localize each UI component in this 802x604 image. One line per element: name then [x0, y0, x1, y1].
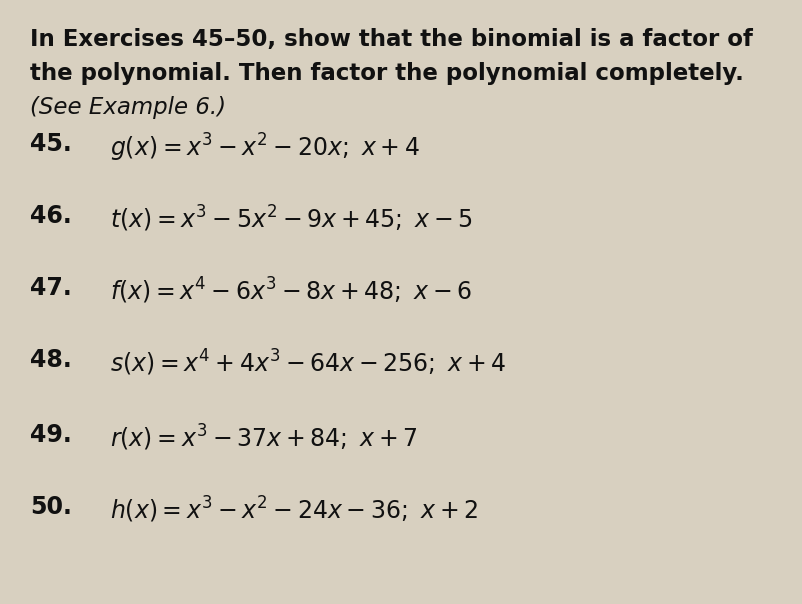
Text: 46.: 46. — [30, 204, 71, 228]
Text: the polynomial. Then factor the polynomial completely.: the polynomial. Then factor the polynomi… — [30, 62, 743, 85]
Text: 45.: 45. — [30, 132, 71, 156]
Text: $f(x) = x^4 - 6x^3 - 8x + 48;\  x - 6$: $f(x) = x^4 - 6x^3 - 8x + 48;\ x - 6$ — [110, 275, 472, 306]
Text: $t(x) = x^3 - 5x^2 - 9x + 45;\  x - 5$: $t(x) = x^3 - 5x^2 - 9x + 45;\ x - 5$ — [110, 204, 472, 234]
Text: In Exercises 45–50, show that the binomial is a factor of: In Exercises 45–50, show that the binomi… — [30, 28, 752, 51]
Text: 48.: 48. — [30, 348, 71, 371]
Text: 50.: 50. — [30, 495, 72, 519]
Text: $h(x) = x^3 - x^2 - 24x - 36;\  x + 2$: $h(x) = x^3 - x^2 - 24x - 36;\ x + 2$ — [110, 495, 477, 525]
Text: (See Example 6.): (See Example 6.) — [30, 96, 225, 119]
Text: 47.: 47. — [30, 275, 71, 300]
Text: $s(x) = x^4 + 4x^3 - 64x - 256;\  x + 4$: $s(x) = x^4 + 4x^3 - 64x - 256;\ x + 4$ — [110, 348, 506, 378]
Text: $g(x) = x^3 - x^2 - 20x;\  x + 4$: $g(x) = x^3 - x^2 - 20x;\ x + 4$ — [110, 132, 419, 164]
Text: $r(x) = x^3 - 37x + 84;\  x + 7$: $r(x) = x^3 - 37x + 84;\ x + 7$ — [110, 423, 417, 453]
Text: 49.: 49. — [30, 423, 71, 447]
